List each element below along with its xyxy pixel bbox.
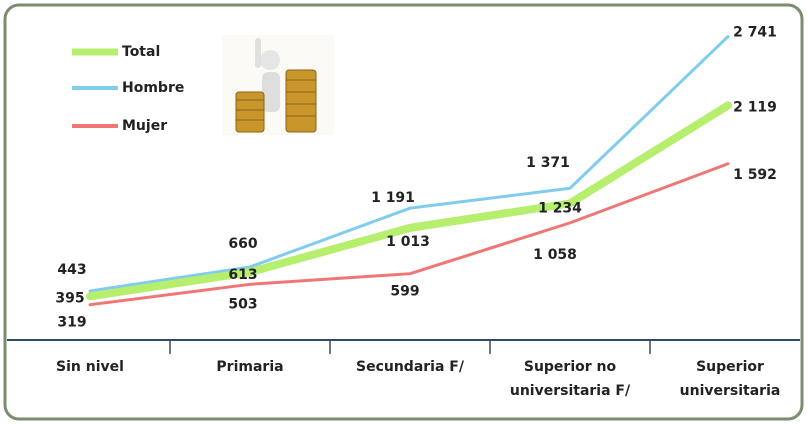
data-label: 503 [228, 296, 257, 312]
x-tick-label: Sin nivel [15, 355, 165, 379]
legend-label: Total [122, 44, 160, 60]
x-tick-label: Primaria [175, 355, 325, 379]
x-tick-label: Secundaria F/ [335, 355, 485, 379]
legend-label: Mujer [122, 118, 167, 134]
data-label: 395 [55, 290, 84, 306]
x-tick-label: Superior no universitaria F/ [495, 355, 645, 403]
data-label: 2 119 [733, 99, 777, 115]
data-label: 319 [57, 315, 86, 331]
data-label: 1 058 [533, 247, 577, 263]
data-label: 2 741 [733, 25, 777, 41]
legend-label: Hombre [122, 80, 184, 96]
coins-illustration [222, 35, 334, 135]
page: {"chart_data": {"type": "line", "categor… [0, 0, 808, 425]
x-tick-label: Superior universitaria [655, 355, 805, 403]
data-label: 443 [57, 262, 86, 278]
data-label: 599 [390, 284, 419, 300]
data-label: 1 013 [386, 234, 430, 250]
data-label: 660 [228, 236, 257, 252]
data-label: 613 [228, 267, 257, 283]
data-label: 1 592 [733, 167, 777, 183]
data-label: 1 191 [371, 190, 415, 206]
data-label: 1 234 [538, 200, 582, 216]
data-label: 1 371 [526, 155, 570, 171]
